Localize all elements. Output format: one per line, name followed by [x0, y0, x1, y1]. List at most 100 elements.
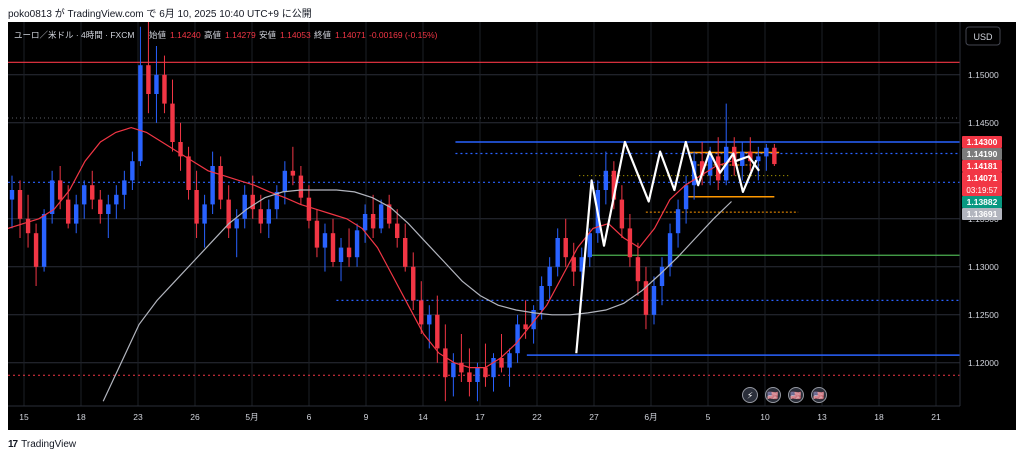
price-tag-label: 1.14190 [967, 149, 998, 159]
legend: ユーロ／米ドル · 4時間 · FXCM 始値 1.14240 高値 1.142… [14, 30, 438, 40]
candle-body [73, 204, 79, 224]
candle-body [130, 161, 135, 181]
candle-body [539, 286, 544, 310]
candle-body [619, 199, 625, 229]
time-scale-bg [8, 406, 1016, 430]
time-tick-label: 10 [760, 412, 770, 422]
candle-body [764, 147, 769, 157]
price-chart[interactable]: 1.150001.145001.135001.130001.125001.120… [7, 17, 1016, 430]
event-icon-circle [742, 387, 758, 403]
candle-body [627, 228, 633, 258]
high-label: 高値 [204, 30, 222, 40]
candle-body [651, 286, 657, 315]
candle-body [515, 324, 520, 354]
price-tag: 1.13882 [962, 196, 1002, 208]
time-tick-label: 5月 [245, 412, 258, 422]
moving-average-red [7, 126, 732, 369]
candle-body [330, 233, 336, 262]
candle-body [202, 204, 207, 224]
candle-body [138, 65, 143, 162]
candle-body [346, 247, 352, 258]
candle-body [411, 266, 416, 301]
candle-body [194, 190, 199, 224]
candle-body [338, 247, 344, 262]
low-label: 安値 [259, 30, 277, 40]
candle-body [459, 362, 464, 373]
candle-body [210, 166, 215, 205]
candle-body [748, 151, 753, 162]
time-tick-label: 14 [418, 412, 428, 422]
candle-body [699, 161, 705, 176]
price-tag-bg [962, 172, 1002, 196]
price-tag-label: 1.14300 [967, 137, 998, 147]
price-tag-label: 1.13882 [967, 197, 998, 207]
candle-body [491, 358, 496, 378]
candle-body [90, 185, 95, 200]
event-us-flag-icon[interactable]: 🇺🇸 [811, 387, 827, 403]
candle-body [772, 147, 777, 165]
price-tag: 1.14181 [962, 160, 1002, 172]
price-tag-bg [962, 148, 1002, 160]
time-tick-label: 6月 [644, 412, 657, 422]
event-us-flag-icon[interactable]: 🇺🇸 [765, 387, 781, 403]
candle-body [675, 209, 681, 234]
candle-body [178, 142, 183, 157]
price-tag: 1.14300 [962, 136, 1002, 148]
candle-body [218, 166, 223, 200]
candle-body [419, 300, 424, 325]
candle-body [306, 197, 312, 221]
tradingview-logo-icon: 17 [8, 438, 18, 450]
candle-body [435, 314, 440, 349]
candle-body [378, 204, 384, 229]
candle-body [33, 233, 39, 267]
candle-body [659, 266, 665, 286]
candle-body [394, 223, 400, 238]
time-tick-label: 23 [133, 412, 143, 422]
candle-body [354, 230, 360, 258]
event-flash-icon[interactable]: ⚡ [742, 387, 758, 403]
candle-body [258, 209, 263, 224]
event-us-flag-icon[interactable]: 🇺🇸 [788, 387, 804, 403]
candle-body [756, 156, 761, 162]
candle-body [49, 180, 55, 214]
candle-body [483, 367, 488, 378]
footer: 17 TradingView [8, 436, 76, 452]
candle-body [162, 74, 167, 104]
chart-area[interactable]: 1.150001.145001.135001.130001.125001.120… [7, 17, 1016, 430]
price-tag-bg [962, 160, 1002, 172]
grid-lines [8, 22, 960, 406]
candles-group [9, 17, 777, 402]
candle-body [9, 190, 15, 200]
candle-body [643, 281, 649, 315]
price-tag-label: 1.14181 [967, 161, 998, 171]
candle-body [523, 324, 528, 330]
time-tick-label: 5 [706, 412, 711, 422]
economic-events[interactable]: ⚡ 🇺🇸 🇺🇸 🇺🇸 [742, 387, 827, 403]
price-tick-label: 1.12000 [968, 358, 999, 368]
candle-body [362, 214, 368, 231]
time-axis[interactable]: 15 18 23 26 5月 6 9 14 17 22 27 6月 5 10 13 18 21 [19, 412, 941, 422]
candle-body [531, 310, 536, 330]
price-tick-label: 1.14500 [968, 118, 999, 128]
close-value: 1.14071 [335, 30, 366, 40]
candle-body [427, 314, 432, 325]
currency-button[interactable]: USD [965, 26, 1001, 46]
event-icon-glyph: ⚡ [747, 391, 753, 401]
event-icon-circle [811, 387, 827, 403]
event-icon-circle [765, 387, 781, 403]
candle-body [106, 204, 111, 214]
candle-body [146, 65, 151, 94]
candle-body [242, 194, 247, 219]
candle-body [114, 194, 119, 205]
candle-body [57, 180, 63, 200]
candle-body [386, 204, 392, 224]
open-label: 始値 [149, 30, 167, 40]
candle-body [266, 209, 272, 224]
projection-arrow [734, 155, 760, 172]
price-tag: 1.14071 03:19:57 [962, 172, 1002, 196]
currency-label: USD [973, 32, 993, 42]
candle-body [403, 238, 408, 267]
time-tick-label: 13 [817, 412, 827, 422]
time-tick-label: 15 [19, 412, 29, 422]
price-tick-label: 1.13000 [968, 262, 999, 272]
